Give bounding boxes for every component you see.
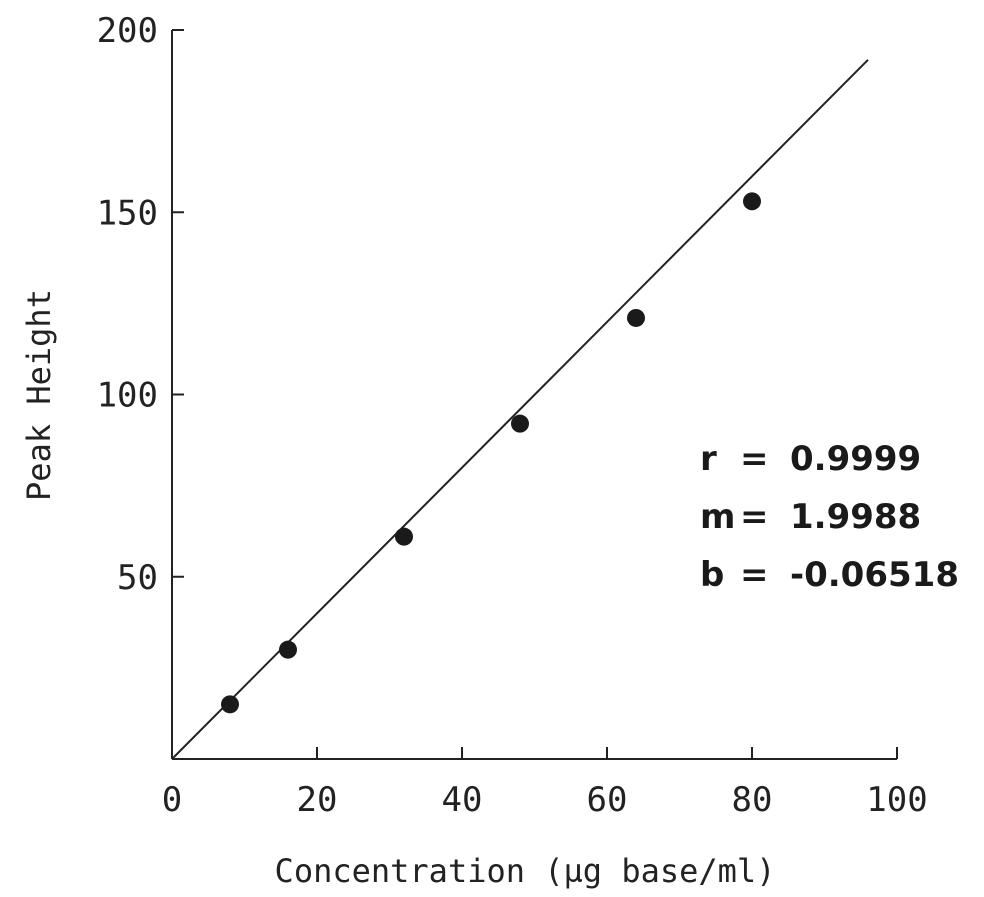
x-tick-label: 40 — [442, 780, 483, 820]
stat-equals: = — [740, 497, 769, 537]
data-point — [395, 527, 413, 546]
data-point — [221, 695, 239, 714]
x-axis-title: Concentration (µg base/ml) — [275, 852, 776, 890]
y-tick-label: 50 — [117, 558, 158, 598]
data-point — [279, 640, 297, 659]
stat-label: m — [700, 497, 735, 537]
x-ticks: 0 20 40 60 80 100 — [162, 747, 928, 820]
stat-label: b — [700, 555, 724, 595]
y-ticks: 50 100 150 200 — [97, 11, 184, 598]
data-point — [511, 414, 529, 433]
x-tick-label: 80 — [732, 780, 773, 820]
x-tick-label: 20 — [297, 780, 338, 820]
y-tick-label: 200 — [97, 11, 158, 51]
y-tick-label: 100 — [97, 376, 158, 416]
data-point — [627, 308, 645, 327]
stat-label: r — [700, 439, 717, 479]
y-axis-title: Peak Height — [20, 289, 58, 501]
x-tick-label: 0 — [162, 780, 182, 820]
stat-value: 1.9988 — [790, 497, 921, 537]
regression-stats: r = 0.9999 m = 1.9988 b = -0.06518 — [700, 439, 959, 595]
stat-value: 0.9999 — [790, 439, 921, 479]
data-point — [743, 192, 761, 211]
stat-equals: = — [740, 439, 769, 479]
x-tick-label: 100 — [866, 780, 927, 820]
x-tick-label: 60 — [587, 780, 628, 820]
stat-value: -0.06518 — [790, 555, 959, 595]
stat-equals: = — [740, 555, 769, 595]
regression-line — [171, 59, 869, 760]
data-points — [221, 192, 761, 714]
y-tick-label: 150 — [97, 193, 158, 233]
